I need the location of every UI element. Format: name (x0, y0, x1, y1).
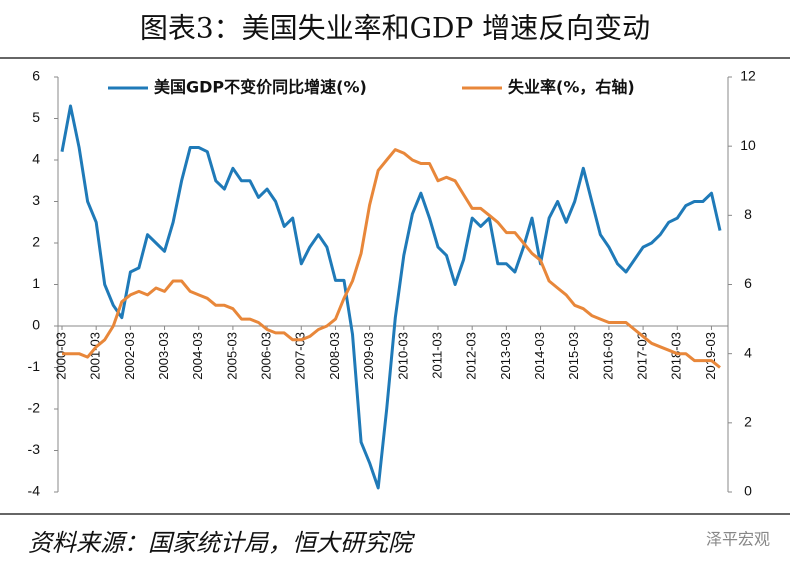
y2-tick-label: 6 (744, 275, 752, 291)
y-tick-label: 4 (32, 151, 40, 167)
y-tick-label: 3 (32, 192, 40, 208)
x-tick-label: 2017-03 (635, 332, 650, 380)
x-tick-label: 2019-03 (703, 332, 718, 380)
series-line (60, 104, 722, 490)
y2-tick-label: 12 (740, 68, 756, 84)
y-tick-label: 1 (32, 275, 40, 291)
y-tick-label: 5 (32, 109, 40, 125)
x-tick-label: 2003-03 (156, 332, 171, 380)
chart-title: 图表3：美国失业率和GDP 增速反向变动 (140, 12, 650, 45)
x-tick-label: 2004-03 (190, 332, 205, 380)
x-tick-label: 2005-03 (224, 332, 239, 380)
x-tick-label: 2014-03 (532, 332, 547, 380)
x-tick-label: 2016-03 (600, 332, 615, 380)
legend-label: 美国GDP不变价同比增速(%) (154, 78, 367, 97)
x-tick-label: 2000-03 (53, 332, 68, 380)
x-tick-label: 2002-03 (122, 332, 137, 380)
y-tick-label: -3 (28, 441, 41, 457)
x-tick-label: 2013-03 (498, 332, 513, 380)
y2-tick-label: 8 (744, 206, 752, 222)
x-tick-label: 2007-03 (293, 332, 308, 380)
legend-label: 失业率(%，右轴) (508, 78, 635, 97)
x-tick-label: 2009-03 (361, 332, 376, 380)
y-tick-label: 0 (32, 317, 40, 333)
series-line (62, 148, 721, 369)
x-tick-label: 2015-03 (566, 332, 581, 380)
x-tick-label: 2006-03 (259, 332, 274, 380)
y2-tick-label: 0 (744, 483, 752, 499)
y-tick-label: 2 (32, 234, 40, 250)
y-tick-label: -1 (28, 358, 41, 374)
x-tick-label: 2011-03 (429, 332, 444, 379)
source-note: 资料来源：国家统计局，恒大研究院 (28, 529, 416, 557)
y2-tick-label: 10 (740, 137, 756, 153)
x-tick-label: 2018-03 (669, 332, 684, 380)
watermark: 泽平宏观 (706, 530, 770, 549)
y-tick-label: -2 (28, 400, 41, 416)
y2-tick-label: 2 (744, 414, 752, 430)
y2-tick-label: 4 (744, 344, 752, 360)
y-tick-label: 6 (32, 68, 40, 84)
x-tick-label: 2008-03 (327, 332, 342, 380)
x-tick-label: 2012-03 (464, 332, 479, 380)
y-tick-label: -4 (28, 483, 41, 499)
x-tick-label: 2010-03 (395, 332, 410, 380)
